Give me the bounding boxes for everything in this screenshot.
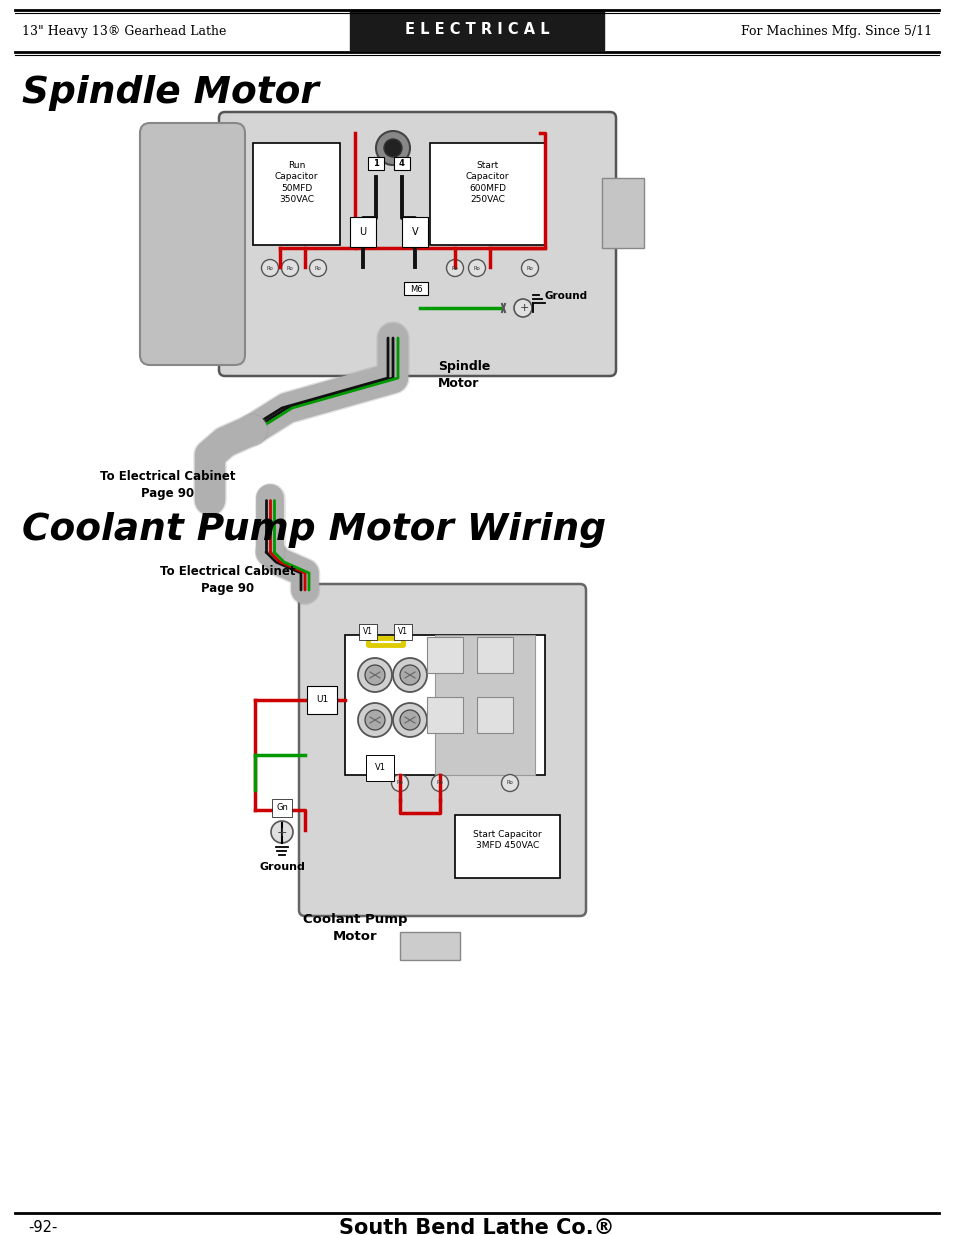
Text: Ro: Ro xyxy=(286,266,294,270)
Circle shape xyxy=(375,131,410,165)
Bar xyxy=(427,637,462,673)
Bar xyxy=(476,637,513,673)
Text: Ro: Ro xyxy=(451,266,458,270)
Circle shape xyxy=(393,703,427,737)
Circle shape xyxy=(431,774,448,792)
Circle shape xyxy=(468,259,485,277)
Text: Gn: Gn xyxy=(275,804,288,813)
Circle shape xyxy=(399,710,419,730)
Text: To Electrical Cabinet
Page 90: To Electrical Cabinet Page 90 xyxy=(100,471,235,500)
Text: V1: V1 xyxy=(375,763,385,773)
Text: Start Capacitor
3MFD 450VAC: Start Capacitor 3MFD 450VAC xyxy=(473,830,541,850)
Bar xyxy=(476,697,513,734)
Bar xyxy=(430,143,544,245)
Text: 1: 1 xyxy=(373,159,378,168)
Bar xyxy=(435,635,535,776)
Bar xyxy=(350,10,603,49)
Bar xyxy=(253,143,339,245)
Circle shape xyxy=(514,299,532,317)
Text: 13" Heavy 13® Gearhead Lathe: 13" Heavy 13® Gearhead Lathe xyxy=(22,25,226,37)
FancyBboxPatch shape xyxy=(298,584,585,916)
Text: South Bend Lathe Co.®: South Bend Lathe Co.® xyxy=(339,1218,614,1235)
Text: Ground: Ground xyxy=(259,862,305,872)
Bar xyxy=(427,697,462,734)
Bar xyxy=(394,157,410,170)
Text: Ro: Ro xyxy=(314,266,321,270)
Text: 4: 4 xyxy=(398,159,404,168)
Text: Ro: Ro xyxy=(396,781,403,785)
Circle shape xyxy=(365,710,385,730)
Text: +: + xyxy=(276,825,287,839)
Text: Coolant Pump Motor Wiring: Coolant Pump Motor Wiring xyxy=(22,513,605,548)
Text: Ro: Ro xyxy=(266,266,274,270)
Text: +: + xyxy=(518,303,528,312)
Text: V1: V1 xyxy=(363,627,373,636)
Text: To Electrical Cabinet
Page 90: To Electrical Cabinet Page 90 xyxy=(160,564,295,595)
Text: Run
Capacitor
50MFD
350VAC: Run Capacitor 50MFD 350VAC xyxy=(274,161,318,204)
Text: Coolant Pump
Motor: Coolant Pump Motor xyxy=(302,913,407,942)
Circle shape xyxy=(271,821,293,844)
Text: -92-: -92- xyxy=(28,1220,57,1235)
Circle shape xyxy=(261,259,278,277)
Text: Ro: Ro xyxy=(473,266,480,270)
Text: V1: V1 xyxy=(397,627,408,636)
Circle shape xyxy=(393,658,427,692)
Text: U: U xyxy=(359,227,366,237)
Circle shape xyxy=(501,774,518,792)
Text: Start
Capacitor
600MFD
250VAC: Start Capacitor 600MFD 250VAC xyxy=(465,161,509,204)
Bar xyxy=(403,282,428,295)
Text: Ground: Ground xyxy=(544,291,587,301)
Text: Ro: Ro xyxy=(506,781,513,785)
FancyBboxPatch shape xyxy=(219,112,616,375)
Text: E L E C T R I C A L: E L E C T R I C A L xyxy=(404,22,549,37)
Circle shape xyxy=(391,774,408,792)
Circle shape xyxy=(446,259,463,277)
Text: Ro: Ro xyxy=(436,781,443,785)
Text: Ro: Ro xyxy=(526,266,533,270)
Circle shape xyxy=(281,259,298,277)
Text: For Machines Mfg. Since 5/11: For Machines Mfg. Since 5/11 xyxy=(740,25,931,37)
Text: Spindle Motor: Spindle Motor xyxy=(22,75,318,111)
Text: M6: M6 xyxy=(409,284,422,294)
Circle shape xyxy=(384,140,401,157)
Circle shape xyxy=(309,259,326,277)
Bar xyxy=(368,157,384,170)
Circle shape xyxy=(357,703,392,737)
Text: U1: U1 xyxy=(315,695,328,704)
Circle shape xyxy=(521,259,537,277)
Circle shape xyxy=(399,664,419,685)
Text: Spindle
Motor: Spindle Motor xyxy=(437,359,490,390)
Bar xyxy=(399,932,459,960)
Bar xyxy=(455,815,559,878)
Circle shape xyxy=(357,658,392,692)
Text: V: V xyxy=(412,227,417,237)
Bar xyxy=(601,178,643,248)
Circle shape xyxy=(365,664,385,685)
FancyBboxPatch shape xyxy=(140,124,245,366)
Bar xyxy=(345,635,544,776)
